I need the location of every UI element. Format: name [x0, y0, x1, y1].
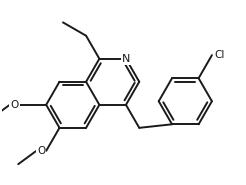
Text: O: O: [11, 100, 19, 110]
Text: N: N: [122, 54, 130, 64]
Text: Cl: Cl: [215, 50, 225, 60]
Text: O: O: [37, 146, 45, 156]
